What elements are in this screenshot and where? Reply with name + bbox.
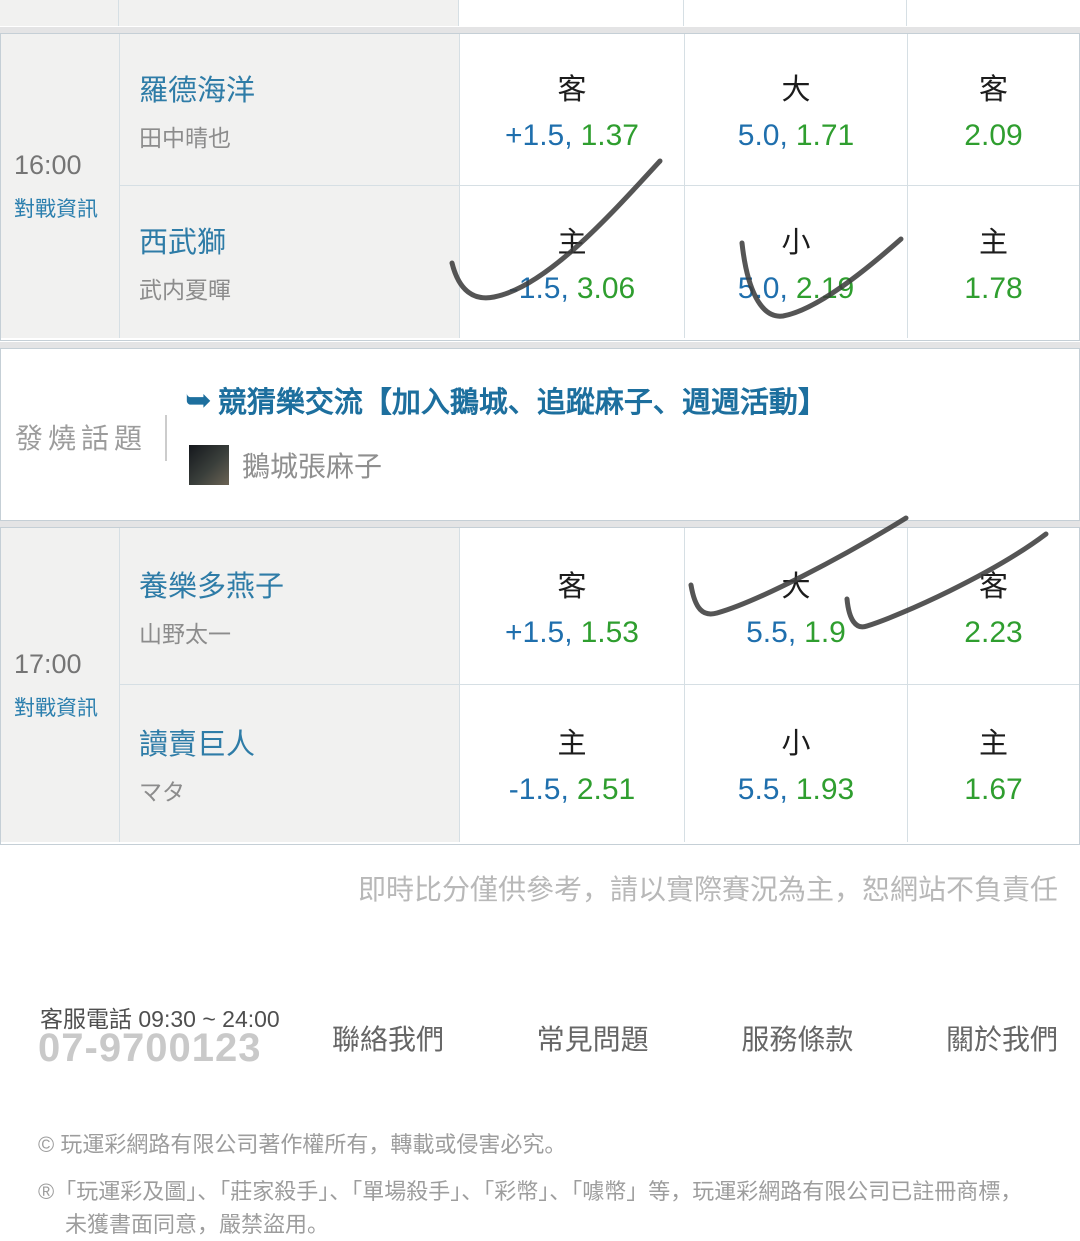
hot-topic-section-label: 發燒話題 xyxy=(15,423,148,454)
total-odds-value: 5.0, 1.71 xyxy=(737,119,855,152)
footer-links: 聯絡我們 常見問題 服務條款 關於我們 xyxy=(332,1018,1058,1058)
total-odds-value: 5.0, 2.19 xyxy=(737,271,855,305)
footer-link-faq[interactable]: 常見問題 xyxy=(536,1024,649,1055)
trademark-line: ®「玩運彩及圖」、「莊家殺手」、「單場殺手」、「彩幣」、「噱幣」等，玩運彩網路有… xyxy=(38,1179,1023,1204)
spread-odds-cell[interactable]: 主 -1.5, 3.06 xyxy=(459,185,684,338)
moneyline-odds-value: 2.23 xyxy=(964,615,1023,649)
moneyline-side-label: 客 xyxy=(978,74,1008,106)
author-avatar[interactable] xyxy=(189,445,229,485)
hot-topic-section: 發燒話題 ➥ 競猜樂交流【加入鵝城、追蹤麻子、週週活動】 鵝城張麻子 xyxy=(0,348,1080,521)
game-time-cell: 16:00 對戰資訊 xyxy=(1,34,119,338)
spread-side-label: 主 xyxy=(557,728,587,760)
score-disclaimer-text: 即時比分僅供參考，請以實際賽況為主，恕網站不負責任 xyxy=(357,874,1058,905)
team-link[interactable]: 西武獅 xyxy=(139,227,227,259)
total-side-label: 小 xyxy=(781,226,811,259)
total-odds-cell[interactable]: 小 5.0, 2.19 xyxy=(684,185,907,338)
hot-topic-title-link[interactable]: 競猜樂交流【加入鵝城、追蹤麻子、週週活動】 xyxy=(217,387,827,419)
spread-side-label: 客 xyxy=(557,570,587,603)
section-gap xyxy=(0,342,1080,348)
team-cell: 羅德海洋 田中晴也 xyxy=(119,34,459,185)
partial-odds-cell xyxy=(683,0,906,26)
service-hours-label: 客服電話 09:30 ~ 24:00 xyxy=(40,1006,280,1032)
vertical-divider xyxy=(165,415,167,461)
pitcher-name: 山野太一 xyxy=(139,621,231,647)
trademark-line: 未獲書面同意，嚴禁盜用。 xyxy=(65,1212,330,1237)
spread-odds-cell[interactable]: 客 +1.5, 1.53 xyxy=(459,528,684,684)
spread-odds-value: +1.5, 1.53 xyxy=(505,615,639,649)
total-side-label: 大 xyxy=(781,74,811,106)
spread-odds-value: +1.5, 1.37 xyxy=(505,119,639,152)
spread-odds-value: -1.5, 3.06 xyxy=(508,271,636,305)
moneyline-side-label: 主 xyxy=(978,728,1008,760)
game-time: 16:00 xyxy=(14,149,82,180)
moneyline-odds-value: 1.67 xyxy=(964,773,1023,806)
team-cell: 養樂多燕子 山野太一 xyxy=(119,528,459,684)
total-odds-value: 5.5, 1.93 xyxy=(737,773,855,806)
section-gap xyxy=(0,521,1080,527)
partial-odds-cell xyxy=(906,0,1078,26)
team-link[interactable]: 羅德海洋 xyxy=(139,74,256,107)
team-cell: 西武獅 武内夏暉 xyxy=(119,185,459,338)
partial-table-row xyxy=(0,0,1080,26)
moneyline-side-label: 客 xyxy=(978,570,1008,603)
game-time: 17:00 xyxy=(14,648,82,679)
team-link[interactable]: 讀賣巨人 xyxy=(139,728,256,761)
copyright-line: © 玩運彩網路有限公司著作權所有，轉載或侵害必究。 xyxy=(38,1132,567,1157)
spread-odds-cell[interactable]: 客 +1.5, 1.37 xyxy=(459,34,684,185)
partial-odds-cell xyxy=(458,0,683,26)
pitcher-name: マタ xyxy=(139,778,185,805)
moneyline-odds-cell[interactable]: 客 2.09 xyxy=(907,34,1079,185)
spread-odds-cell[interactable]: 主 -1.5, 2.51 xyxy=(459,684,684,842)
moneyline-side-label: 主 xyxy=(978,226,1008,259)
moneyline-odds-cell[interactable]: 主 1.67 xyxy=(907,684,1079,842)
spread-side-label: 主 xyxy=(557,226,587,259)
partial-team-cell xyxy=(118,0,458,26)
hot-topic-author-row: 鵝城張麻子 xyxy=(189,445,382,485)
matchup-info-link[interactable]: 對戰資訊 xyxy=(14,197,98,221)
total-odds-cell[interactable]: 小 5.5, 1.93 xyxy=(684,684,907,842)
matchup-info-link[interactable]: 對戰資訊 xyxy=(14,696,98,720)
footer-link-contact[interactable]: 聯絡我們 xyxy=(332,1024,445,1055)
moneyline-odds-cell[interactable]: 主 1.78 xyxy=(907,185,1079,338)
moneyline-odds-cell[interactable]: 客 2.23 xyxy=(907,528,1079,684)
total-odds-value: 5.5, 1.9 xyxy=(746,615,846,649)
spread-odds-value: -1.5, 2.51 xyxy=(508,773,636,806)
footer-link-about[interactable]: 關於我們 xyxy=(945,1024,1058,1055)
spread-side-label: 客 xyxy=(557,74,587,106)
reply-arrow-icon: ➥ xyxy=(185,382,212,418)
team-link[interactable]: 養樂多燕子 xyxy=(139,571,285,603)
pitcher-name: 田中晴也 xyxy=(139,124,231,151)
total-odds-cell[interactable]: 大 5.5, 1.9 xyxy=(684,528,907,684)
moneyline-odds-value: 2.09 xyxy=(964,119,1023,152)
hot-topic-title-row[interactable]: ➥ 競猜樂交流【加入鵝城、追蹤麻子、週週活動】 xyxy=(185,379,827,421)
game-block-1600: 16:00 對戰資訊 羅德海洋 田中晴也 客 +1.5, 1.37 大 5.0, 1… xyxy=(0,33,1080,341)
partial-time-cell xyxy=(0,0,118,26)
footer-link-terms[interactable]: 服務條款 xyxy=(741,1024,854,1055)
pitcher-name: 武内夏暉 xyxy=(139,277,231,303)
team-cell: 讀賣巨人 マタ xyxy=(119,684,459,842)
moneyline-odds-value: 1.78 xyxy=(964,271,1023,305)
service-phone-number: 07-9700123 xyxy=(38,1026,262,1070)
author-name: 鵝城張麻子 xyxy=(242,451,383,482)
legal-text-block: © 玩運彩網路有限公司著作權所有，轉載或侵害必究。 ®「玩運彩及圖」、「莊家殺手… xyxy=(38,1128,1022,1241)
total-odds-cell[interactable]: 大 5.0, 1.71 xyxy=(684,34,907,185)
game-time-cell: 17:00 對戰資訊 xyxy=(1,528,119,842)
total-side-label: 小 xyxy=(781,728,811,760)
section-gap xyxy=(0,27,1080,33)
total-side-label: 大 xyxy=(781,570,811,603)
game-block-1700: 17:00 對戰資訊 養樂多燕子 山野太一 客 +1.5, 1.53 大 5.5,… xyxy=(0,527,1080,845)
